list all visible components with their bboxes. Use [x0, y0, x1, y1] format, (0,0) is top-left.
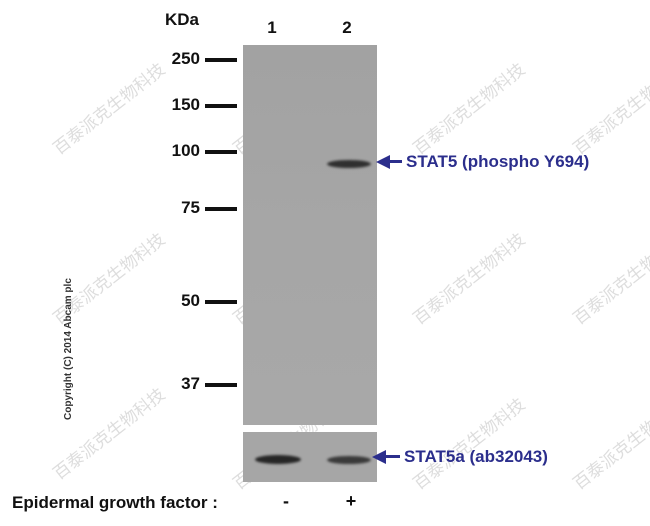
kda-label: KDa: [165, 10, 200, 29]
marker-tick-50: [205, 300, 237, 304]
marker-label-50: 50: [181, 291, 200, 310]
marker-label-150: 150: [171, 95, 200, 114]
lane-label-2: 2: [342, 18, 352, 37]
target-label-stat5-phospho: STAT5 (phospho Y694): [406, 152, 590, 171]
watermark: 百泰派克生物科技: [409, 394, 530, 495]
target-label-stat5a: STAT5a (ab32043): [404, 447, 548, 466]
marker-tick-37: [205, 383, 237, 387]
treatment-lane1-sign: -: [283, 491, 289, 511]
treatment-lane2-sign: +: [345, 491, 357, 511]
watermark: 百泰派克生物科技: [409, 229, 530, 330]
marker-label-75: 75: [181, 198, 200, 217]
marker-label-37: 37: [181, 374, 200, 393]
blot-loading-panel: [243, 432, 377, 482]
marker-label-100: 100: [171, 141, 200, 160]
watermark: 百泰派克生物科技: [569, 59, 650, 160]
copyright-text: Copyright (C) 2014 Abcam plc: [63, 278, 74, 420]
band-stat5a-lane1: [255, 455, 301, 464]
arrow-left-icon: [372, 450, 386, 464]
marker-tick-75: [205, 207, 237, 211]
arrow-shaft: [388, 160, 402, 163]
watermark: 百泰派克生物科技: [409, 59, 530, 160]
marker-label-250: 250: [171, 49, 200, 68]
marker-tick-150: [205, 104, 237, 108]
marker-tick-250: [205, 58, 237, 62]
band-stat5a-lane2: [327, 456, 371, 464]
arrow-shaft: [384, 455, 400, 458]
marker-tick-100: [205, 150, 237, 154]
blot-main-panel: [243, 45, 377, 425]
watermark: 百泰派克生物科技: [569, 229, 650, 330]
treatment-label: Epidermal growth factor :: [12, 493, 218, 512]
band-stat5-phospho-lane2: [327, 160, 371, 168]
watermark: 百泰派克生物科技: [569, 394, 650, 495]
arrow-left-icon: [376, 155, 390, 169]
lane-label-1: 1: [267, 18, 277, 37]
